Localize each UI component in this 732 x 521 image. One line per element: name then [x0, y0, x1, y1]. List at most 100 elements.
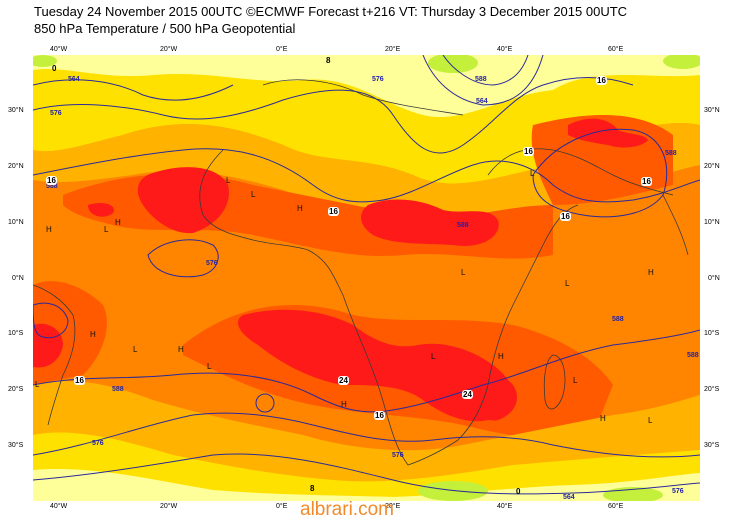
lon-bottom-40w: 40°W: [50, 503, 68, 510]
contour-label: 576: [672, 488, 684, 495]
watermark: albrari.com: [300, 499, 394, 520]
pressure-mark: L: [226, 176, 231, 185]
contour-588-north: [33, 148, 700, 203]
contour-low-atlantic: [255, 393, 275, 413]
map-title-line-1: Tuesday 24 November 2015 00UTC ©ECMWF Fo…: [34, 4, 628, 19]
lon-top-40w: 40°W: [50, 46, 68, 53]
coastline-africa-south: [342, 294, 489, 466]
green-patch-north-east: [663, 55, 700, 69]
pressure-mark: L: [207, 362, 212, 371]
hot-spot-southern-africa-east: [459, 370, 518, 421]
coastline-madagascar: [543, 354, 566, 410]
lat-left-0n: 0°N: [12, 275, 24, 282]
lat-left-10s: 10°S: [8, 330, 24, 337]
coastline-europe: [262, 79, 464, 116]
temp-label: 8: [326, 56, 331, 65]
temp-band-south-pale: [33, 469, 700, 501]
contour-label: 588: [46, 183, 58, 190]
contour-label: 588: [457, 222, 469, 229]
contour-576-south: [33, 412, 700, 458]
map-title-line-2: 850 hPa Temperature / 500 hPa Geopotenti…: [34, 21, 296, 36]
coastline-brazil: [33, 284, 76, 426]
temp-band-north-light-orange: [33, 123, 700, 220]
hot-spot-southern-africa: [238, 309, 514, 422]
pressure-mark: L: [461, 268, 466, 277]
green-patch-north: [428, 55, 478, 73]
lon-top-20w: 20°W: [160, 46, 178, 53]
lon-top-20e: 20°E: [385, 46, 401, 53]
contour-low-north-inner: [442, 55, 529, 86]
lon-bottom-40e: 40°E: [497, 503, 513, 510]
coastline-africa-west: [199, 149, 344, 296]
forecast-map: 40°W: [33, 55, 700, 501]
coastline-arabia: [487, 148, 674, 196]
contour-label: 576: [92, 440, 104, 447]
lat-left-30s: 30°S: [8, 442, 24, 449]
lon-top-0e: 0°E: [276, 46, 288, 53]
contour-label: 576: [392, 452, 404, 459]
pressure-mark: H: [90, 330, 96, 339]
pressure-mark: L: [104, 225, 109, 234]
lat-right-20s: 20°S: [704, 386, 720, 393]
pressure-mark: H: [648, 268, 654, 277]
pressure-mark: L: [431, 352, 436, 361]
lat-left-30n: 30°N: [8, 107, 24, 114]
pressure-mark: H: [297, 204, 303, 213]
lat-right-10n: 10°N: [704, 219, 720, 226]
temp-label: 16: [74, 376, 85, 385]
temp-label: 0: [52, 64, 57, 73]
temp-label: 16: [560, 212, 571, 221]
contour-588-arabia: [532, 128, 668, 218]
contour-label: 588: [687, 352, 699, 359]
contour-label: 588: [612, 316, 624, 323]
contour-576-north: [33, 77, 634, 154]
pressure-mark: L: [35, 380, 40, 389]
temp-label: 16: [374, 411, 385, 420]
contour-label: 588: [665, 150, 677, 157]
temp-band-south-yellow: [33, 432, 700, 501]
pressure-mark: L: [251, 190, 256, 199]
green-patch-south: [418, 481, 488, 501]
pressure-mark: L: [565, 279, 570, 288]
lat-right-30s: 30°S: [704, 442, 720, 449]
lon-bottom-20w: 20°W: [160, 503, 178, 510]
contour-label: 564: [563, 494, 575, 501]
lat-right-30n: 30°N: [704, 107, 720, 114]
contour-label: 588: [112, 386, 124, 393]
lon-top-60e: 60°E: [608, 46, 624, 53]
contour-label: 576: [50, 110, 62, 117]
contour-low-north: [422, 55, 544, 106]
temp-label: 24: [338, 376, 349, 385]
contour-588-equator: [147, 239, 219, 278]
pressure-mark: H: [178, 345, 184, 354]
hot-spot-west-africa: [137, 167, 229, 234]
temp-label: 16: [523, 147, 534, 156]
contour-564-north: [33, 79, 234, 101]
lon-top-40e: 40°E: [497, 46, 513, 53]
coastlines: [33, 79, 689, 466]
lat-right-10s: 10°S: [704, 330, 720, 337]
temp-label: 16: [641, 177, 652, 186]
hot-spot-arabia: [568, 118, 648, 148]
contour-low-southwest: [33, 302, 69, 339]
temp-label: 16: [596, 76, 607, 85]
lat-left-10n: 10°N: [8, 219, 24, 226]
pressure-mark: H: [600, 414, 606, 423]
lon-bottom-20e: 20°E: [385, 503, 401, 510]
contour-564-south: [33, 453, 700, 495]
temp-label: 16: [328, 207, 339, 216]
contour-label: 576: [372, 76, 384, 83]
green-patch-north-west: [33, 55, 57, 67]
pressure-mark: H: [115, 218, 121, 227]
pressure-mark: H: [341, 400, 347, 409]
temp-label: 24: [462, 390, 473, 399]
pressure-mark: L: [573, 376, 578, 385]
hot-spot-brazil: [33, 323, 63, 368]
lat-left-20n: 20°N: [8, 163, 24, 170]
contour-label: 564: [68, 76, 80, 83]
temp-label: 8: [310, 484, 315, 493]
contour-label: 588: [475, 76, 487, 83]
geopotential-contours: [33, 55, 700, 495]
pressure-mark: H: [498, 352, 504, 361]
contour-588-south: [33, 329, 700, 413]
